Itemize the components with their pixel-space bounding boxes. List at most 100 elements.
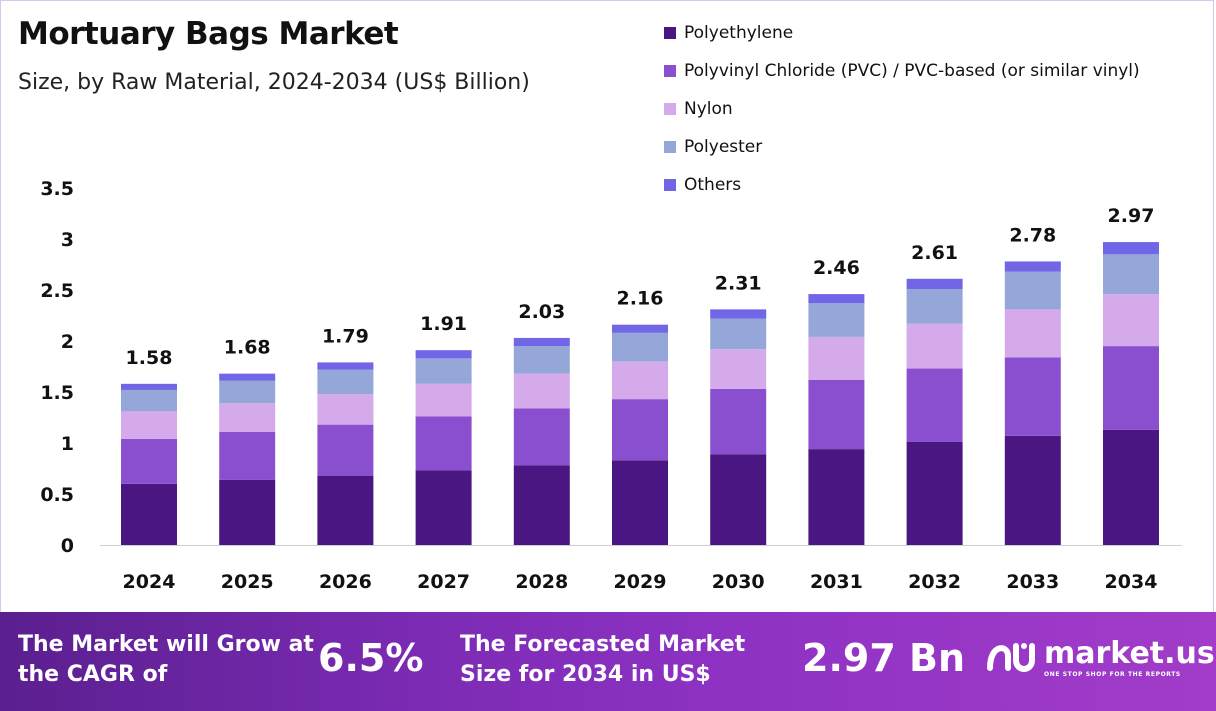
- stacked-bar-chart: 0 0.5 1 1.5 2 2.5 3 3.5 1.58 2024 1.68 2025 1.79 2026…: [40, 178, 1182, 593]
- bar-segment-polyester: [1103, 254, 1159, 295]
- bar-segment-nylon: [415, 383, 472, 417]
- x-tick-label: 2024: [123, 571, 176, 593]
- bar-total-label: 2.31: [715, 272, 762, 294]
- x-tick-label: 2030: [712, 571, 765, 593]
- bar-segment-others: [1103, 242, 1159, 255]
- bar-segment-polyvinyl: [1103, 346, 1159, 430]
- bar-segment-polyethylene: [317, 475, 374, 545]
- bar-segment-nylon: [317, 394, 374, 425]
- bar-segment-polyvinyl: [1004, 357, 1061, 436]
- legend-swatch: [664, 103, 676, 115]
- x-tick-label: 2031: [810, 571, 863, 593]
- bar-segment-nylon: [612, 361, 668, 400]
- chart-subtitle: Size, by Raw Material, 2024-2034 (US$ Bi…: [18, 70, 530, 95]
- chart-legend: Polyethylene Polyvinyl Chloride (PVC) / …: [664, 14, 1140, 204]
- legend-swatch: [664, 27, 676, 39]
- bar-segment-nylon: [219, 403, 276, 432]
- bar-total-label: 2.61: [911, 242, 958, 264]
- bar-segment-others: [710, 309, 767, 319]
- bar-segment-nylon: [121, 411, 177, 439]
- bar-segment-polyethylene: [808, 449, 865, 545]
- bar-segment-polyethylene: [219, 479, 276, 545]
- bar-segment-others: [317, 362, 374, 370]
- bar-segment-polyvinyl: [906, 368, 963, 442]
- bar-segment-polyethylene: [415, 470, 472, 545]
- x-tick-label: 2026: [319, 571, 372, 593]
- bar-segment-polyester: [317, 369, 374, 395]
- bar-segment-nylon: [906, 323, 963, 369]
- bar-segment-polyethylene: [612, 460, 668, 545]
- bar-segment-polyester: [219, 380, 276, 404]
- legend-label: Polyester: [684, 137, 763, 157]
- y-tick-label: 0.5: [40, 484, 74, 506]
- chart-frame: [0, 0, 1214, 612]
- bar-segment-nylon: [710, 349, 767, 389]
- legend-label: Others: [684, 175, 742, 195]
- legend-label: Nylon: [684, 99, 733, 119]
- y-tick-label: 1: [61, 433, 74, 455]
- x-tick-label: 2027: [417, 571, 470, 593]
- bar-segment-polyvinyl: [612, 399, 668, 461]
- legend-swatch: [664, 179, 676, 191]
- bar-segment-polyvinyl: [513, 408, 570, 466]
- summary-banner: The Market will Grow at the CAGR of 6.5%…: [0, 612, 1216, 711]
- legend-label: Polyethylene: [684, 23, 794, 43]
- legend-item-nylon: Nylon: [664, 90, 1140, 128]
- bar-segment-others: [808, 294, 865, 304]
- y-tick-label: 3.5: [40, 178, 74, 200]
- bar-segment-polyvinyl: [121, 438, 177, 484]
- market-us-logo-icon: [987, 643, 1035, 672]
- bar-total-label: 2.16: [617, 288, 664, 310]
- bar-segment-others: [219, 373, 276, 381]
- bar-segment-nylon: [808, 336, 865, 380]
- bar-segment-polyethylene: [710, 454, 767, 545]
- bar-segment-polyvinyl: [317, 424, 374, 476]
- x-tick-label: 2029: [614, 571, 667, 593]
- cagr-caption: The Market will Grow at the CAGR of: [18, 632, 314, 687]
- chart-title: Mortuary Bags Market: [18, 16, 399, 52]
- y-tick-label: 1.5: [40, 382, 74, 404]
- bar-segment-polyester: [121, 389, 177, 412]
- legend-item-others: Others: [664, 166, 1140, 204]
- x-tick-label: 2025: [221, 571, 274, 593]
- legend-item-polyester: Polyester: [664, 128, 1140, 166]
- logo-tagline: ONE STOP SHOP FOR THE REPORTS: [1044, 670, 1181, 678]
- x-tick-label: 2028: [515, 571, 568, 593]
- bar-segment-others: [906, 278, 963, 289]
- y-tick-label: 3: [61, 229, 74, 251]
- bar-segment-others: [121, 383, 177, 390]
- y-tick-label: 2: [61, 331, 74, 353]
- legend-swatch: [664, 65, 676, 77]
- x-tick-label: 2033: [1006, 571, 1059, 593]
- bar-segment-polyethylene: [1103, 429, 1159, 545]
- legend-swatch: [664, 141, 676, 153]
- logo-name: market.us: [1044, 635, 1215, 671]
- bar-segment-others: [1004, 261, 1061, 272]
- bar-total-label: 2.46: [813, 257, 860, 279]
- legend-label: Polyvinyl Chloride (PVC) / PVC-based (or…: [684, 61, 1140, 81]
- bar-segment-polyester: [710, 318, 767, 350]
- bar-segment-others: [415, 350, 472, 359]
- bar-total-label: 2.78: [1009, 224, 1056, 246]
- y-tick-label: 0: [61, 535, 74, 557]
- bar-segment-polyester: [415, 358, 472, 384]
- bar-total-label: 1.91: [420, 313, 467, 335]
- bar-segment-polyvinyl: [808, 379, 865, 450]
- bar-segment-polyethylene: [1004, 435, 1061, 545]
- y-tick-label: 2.5: [40, 280, 74, 302]
- x-tick-label: 2032: [908, 571, 961, 593]
- bar-segment-polyester: [513, 346, 570, 374]
- bar-total-label: 2.97: [1108, 205, 1155, 227]
- bar-segment-others: [513, 337, 570, 347]
- forecast-value: 2.97 Bn: [802, 636, 966, 680]
- cagr-value: 6.5%: [318, 636, 424, 680]
- bar-segment-polyvinyl: [415, 416, 472, 471]
- bar-segment-nylon: [1004, 309, 1061, 358]
- bar-segment-polyvinyl: [219, 431, 276, 480]
- bar-segment-polyester: [906, 288, 963, 324]
- bar-segment-nylon: [1103, 294, 1159, 347]
- bar-total-label: 1.68: [224, 337, 271, 359]
- bar-total-label: 1.79: [322, 325, 369, 347]
- bar-segment-polyethylene: [906, 441, 963, 545]
- legend-item-polyethylene: Polyethylene: [664, 14, 1140, 52]
